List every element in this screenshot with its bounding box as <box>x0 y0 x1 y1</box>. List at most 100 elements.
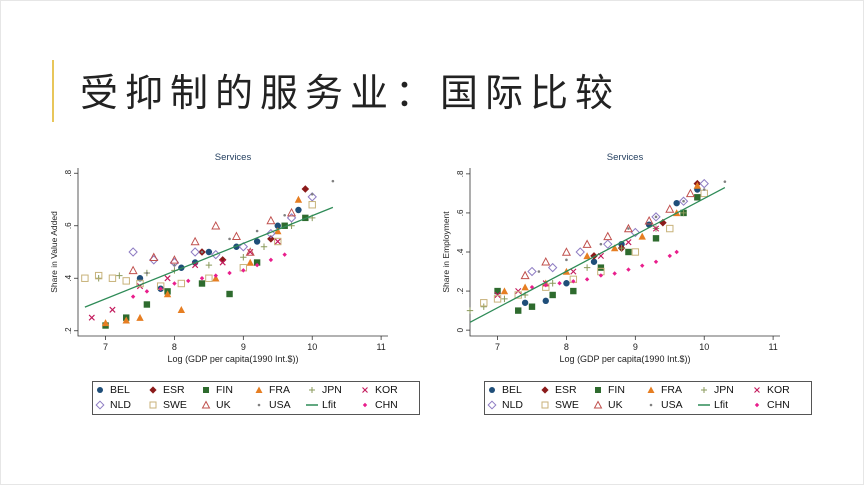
data-point-fin <box>528 303 536 310</box>
data-point-kor <box>494 291 501 299</box>
data-point-fra <box>212 274 220 282</box>
data-point-uk <box>623 223 633 233</box>
data-point-nld <box>286 213 297 223</box>
data-point-nld <box>238 242 249 252</box>
data-point-swe <box>177 279 186 288</box>
legend-row: BEL ESR FIN FRA JPN KOR <box>93 382 419 397</box>
triangle-hollow-icon <box>201 399 211 408</box>
chart-panel-employment: Services 0 .2 .4 .6 .8 7 8 9 10 11 Log (GDP per cap… <box>440 148 820 420</box>
triangle-filled-icon <box>647 386 655 393</box>
data-point-chn <box>282 252 287 257</box>
data-point-uk <box>287 207 297 217</box>
legend-item-kor: KOR <box>750 384 803 396</box>
legend-item-uk: UK <box>591 399 644 411</box>
data-point-nld <box>575 247 585 257</box>
data-point-usa <box>654 215 658 219</box>
data-point-nld <box>603 239 613 249</box>
data-point-usa <box>537 270 541 273</box>
diamond-hollow-icon <box>487 399 497 410</box>
data-point-swe <box>274 237 282 246</box>
data-point-chn <box>653 259 659 264</box>
data-point-uk <box>561 247 571 256</box>
data-point-usa <box>228 237 231 241</box>
data-point-kor <box>164 275 171 282</box>
data-point-usa <box>565 258 568 262</box>
legend-item-esr: ESR <box>538 384 591 396</box>
data-point-jpn <box>480 303 487 310</box>
series-uk <box>520 188 695 280</box>
series-usa <box>145 179 335 275</box>
data-point-swe <box>205 274 213 282</box>
data-point-jpn <box>240 254 247 261</box>
data-point-fra <box>177 306 186 313</box>
data-point-jpn <box>583 264 591 271</box>
data-point-esr <box>267 235 275 243</box>
x-tick-label: 9 <box>633 342 638 352</box>
legend-label: USA <box>269 398 291 411</box>
data-point-chn <box>227 270 232 276</box>
legend-label: Lfit <box>322 398 337 411</box>
line-icon <box>306 403 318 406</box>
legend-label: UK <box>608 398 623 411</box>
data-point-uk <box>231 231 241 240</box>
x-icon <box>362 386 368 393</box>
data-point-uk <box>603 231 613 241</box>
legend-item-chn: CHN <box>750 399 803 411</box>
data-point-nld <box>547 262 558 273</box>
x-tick-label: 9 <box>241 342 246 352</box>
legend-item-nld: NLD <box>485 399 538 411</box>
x-tick-label: 11 <box>768 342 777 352</box>
data-point-bel <box>590 258 598 265</box>
x-axis-label: Log (GDP per capita(1990 Int.$)) <box>168 354 299 364</box>
data-point-kor <box>625 239 632 246</box>
dot-icon <box>649 403 653 406</box>
data-point-swe <box>493 295 502 303</box>
data-point-uk <box>665 204 675 213</box>
data-point-kor <box>247 248 254 256</box>
plot-area <box>78 168 388 336</box>
chart-title: Services <box>607 152 644 163</box>
data-point-swe <box>480 299 488 307</box>
legend-label: BEL <box>502 383 522 396</box>
chart-legend: BEL ESR FIN FRA JPN KOR NLD SWE UK USA Lfit CHN <box>92 381 420 415</box>
fit-line <box>84 206 334 308</box>
y-tick-label: .2 <box>64 327 73 334</box>
data-point-jpn <box>680 209 687 217</box>
legend-label: FRA <box>269 383 290 396</box>
data-point-usa <box>723 180 727 183</box>
data-point-bel <box>521 299 529 306</box>
x-axis-label: Log (GDP per capita(1990 Int.$)) <box>560 354 691 364</box>
chart-value-added: Services .2 .4 .6 .8 7 8 9 10 11 Log (GDP per capi… <box>49 152 388 364</box>
data-point-kor <box>652 225 660 232</box>
data-point-jpn <box>95 275 102 282</box>
data-point-fin <box>694 194 701 201</box>
legend-label: CHN <box>375 398 398 411</box>
y-tick-label: 0 <box>456 327 465 332</box>
legend-item-kor: KOR <box>358 384 411 396</box>
dot-icon <box>257 403 261 406</box>
series-usa <box>537 180 727 273</box>
data-point-swe <box>122 277 130 285</box>
y-tick-label: .2 <box>456 287 465 294</box>
x-tick-label: 8 <box>172 342 177 352</box>
y-tick-label: .4 <box>456 248 465 255</box>
data-point-kor <box>515 287 522 295</box>
axis-lines <box>77 168 388 337</box>
diamond-filled-icon <box>149 385 157 394</box>
data-point-uk <box>128 265 138 275</box>
diamond-hollow-icon <box>95 399 105 410</box>
data-point-uk <box>149 252 159 261</box>
legend-item-usa: USA <box>252 399 305 411</box>
x-tick-label: 10 <box>699 342 709 352</box>
data-point-nld <box>678 196 689 206</box>
data-point-esr <box>301 185 310 193</box>
data-point-bel <box>205 248 213 256</box>
data-point-chn <box>144 289 150 294</box>
legend-item-fin: FIN <box>591 384 644 396</box>
y-axis-label: Share in Employment <box>441 211 451 293</box>
legend-label: BEL <box>110 383 130 396</box>
data-point-bel <box>563 280 570 287</box>
chart-title: Services <box>215 152 252 163</box>
data-point-usa <box>599 242 603 246</box>
data-point-usa <box>255 229 259 233</box>
